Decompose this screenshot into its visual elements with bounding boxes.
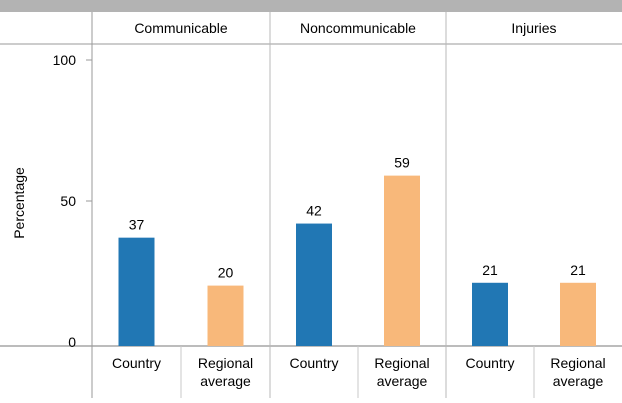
data-label-communicable-regional-average: 20 [218,265,234,281]
x-tick-label-noncommunicable-regional-average-line-1: Regional [374,355,429,371]
group-header-noncommunicable: Noncommunicable [300,20,416,36]
x-tick-label-communicable-regional-average-line-2: average [200,373,251,389]
data-label-communicable-country: 37 [129,217,145,233]
x-tick-label-communicable-regional-average-line-1: Regional [198,355,253,371]
data-label-injuries-country: 21 [482,262,498,278]
y-tick-label-100: 100 [53,52,77,68]
bar-injuries-country [472,282,508,346]
x-tick-label-injuries-regional-average-line-2: average [553,373,604,389]
tick-layer: 0 50 100 [53,52,92,350]
group-header-injuries: Injuries [511,20,556,36]
label-layer: Communicable 37 Country 20 Regional average No… [112,20,606,389]
title-band [0,0,622,12]
header-strip [0,12,622,44]
x-tick-label-injuries-country: Country [465,355,514,371]
y-axis-label: Percentage [11,167,27,239]
bar-noncommunicable-regional-average [384,175,420,346]
y-tick-label-50: 50 [60,193,76,209]
x-tick-label-communicable-country: Country [112,355,161,371]
bar-layer [118,175,596,346]
data-label-noncommunicable-country: 42 [306,203,322,219]
bar-communicable-country [118,237,155,346]
y-tick-label-0: 0 [68,334,76,350]
x-tick-label-noncommunicable-regional-average-line-2: average [377,373,428,389]
bar-injuries-regional-average [560,282,596,346]
group-header-communicable: Communicable [134,20,228,36]
x-tick-label-injuries-regional-average-line-1: Regional [550,355,605,371]
x-tick-label-noncommunicable-country: Country [289,355,338,371]
bar-communicable-regional-average [207,285,244,346]
data-label-noncommunicable-regional-average: 59 [394,155,410,171]
data-label-injuries-regional-average: 21 [570,262,586,278]
bar-noncommunicable-country [296,223,332,346]
